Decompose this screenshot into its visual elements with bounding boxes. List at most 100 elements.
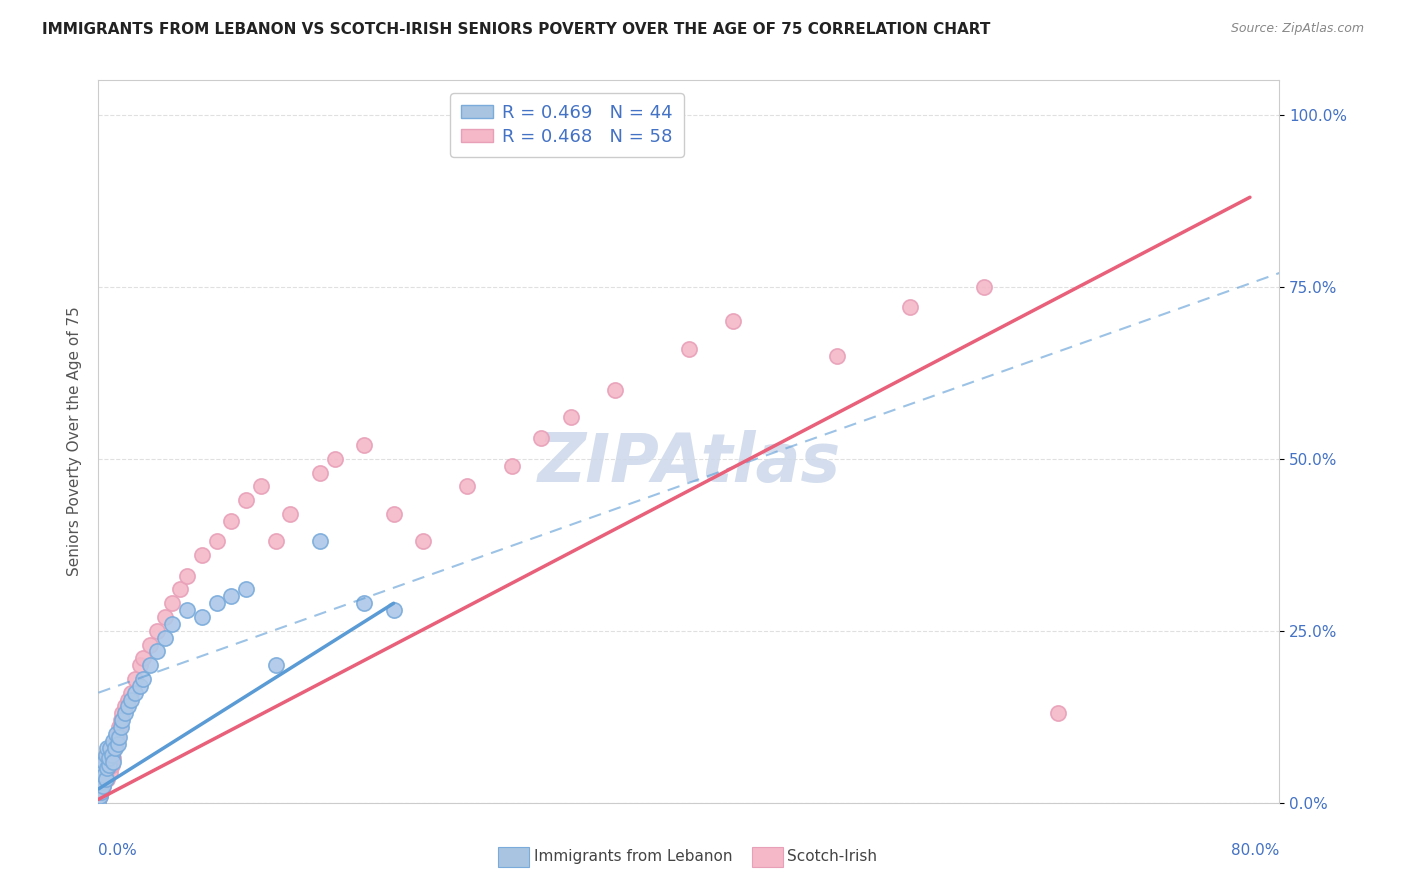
Point (825, 349, 848, 363)
Point (221, 514, 243, 528)
Point (94, 755, 117, 769)
Point (93, 775, 115, 789)
Text: IMMIGRANTS FROM LEBANON VS SCOTCH-IRISH SENIORS POVERTY OVER THE AGE OF 75 CORRE: IMMIGRANTS FROM LEBANON VS SCOTCH-IRISH … (42, 22, 991, 37)
Text: 0.0%: 0.0% (98, 843, 138, 857)
Point (97, 758, 120, 772)
Point (139, 658, 162, 673)
Point (96, 761, 118, 775)
Point (132, 672, 155, 686)
Point (110, 713, 132, 727)
Point (124, 686, 146, 700)
Point (110, 720, 132, 734)
Point (107, 727, 129, 741)
Point (678, 342, 700, 356)
Point (98, 764, 121, 779)
Point (94, 772, 117, 786)
Legend: R = 0.469   N = 44, R = 0.468   N = 58: R = 0.469 N = 44, R = 0.468 N = 58 (450, 93, 683, 157)
Point (128, 679, 150, 693)
Point (169, 582, 191, 597)
Point (108, 720, 131, 734)
Point (104, 740, 127, 755)
Point (96, 772, 118, 786)
Point (176, 603, 198, 617)
Point (105, 727, 128, 741)
Point (103, 744, 125, 758)
Point (382, 603, 405, 617)
Point (162, 596, 183, 610)
Point (309, 466, 332, 480)
Point (91, 779, 114, 793)
Point (264, 658, 287, 673)
Point (723, 314, 745, 328)
Point (89, 782, 111, 797)
Point (98, 740, 121, 755)
Point (353, 438, 375, 452)
Point (93, 755, 115, 769)
Point (93, 768, 115, 782)
Point (412, 534, 434, 549)
Point (973, 279, 995, 293)
Point (100, 747, 122, 762)
Point (111, 706, 134, 721)
Point (900, 301, 922, 315)
Point (89, 789, 111, 803)
Point (90, 782, 112, 797)
Point (132, 651, 155, 665)
Point (457, 479, 479, 493)
Text: Source: ZipAtlas.com: Source: ZipAtlas.com (1230, 22, 1364, 36)
Point (250, 479, 273, 493)
Point (280, 507, 302, 521)
Point (89, 789, 111, 803)
Point (309, 534, 332, 549)
Point (98, 740, 121, 755)
Point (103, 755, 125, 769)
Point (103, 734, 125, 748)
Point (91, 779, 114, 793)
Point (87, 796, 110, 810)
Point (114, 706, 136, 721)
Point (97, 761, 120, 775)
Point (117, 699, 139, 714)
Point (449, 125, 471, 139)
Point (205, 534, 228, 549)
Point (191, 548, 214, 562)
Point (176, 568, 198, 582)
Point (114, 699, 136, 714)
Point (124, 672, 146, 686)
Point (91, 761, 114, 775)
Point (107, 737, 129, 751)
Point (128, 658, 150, 673)
Point (205, 596, 228, 610)
Text: Scotch-Irish: Scotch-Irish (787, 849, 877, 863)
Point (221, 590, 243, 604)
Point (108, 731, 131, 745)
Point (153, 610, 176, 624)
Point (353, 596, 375, 610)
Point (87, 796, 110, 810)
Point (546, 125, 568, 139)
Point (501, 458, 523, 473)
Point (96, 747, 118, 762)
Y-axis label: Seniors Poverty Over the Age of 75: Seniors Poverty Over the Age of 75 (66, 307, 82, 576)
Point (97, 751, 120, 765)
Point (90, 785, 112, 799)
Point (103, 751, 125, 765)
Point (162, 616, 183, 631)
Point (605, 383, 627, 397)
Point (560, 410, 582, 425)
Point (323, 451, 346, 466)
Point (146, 624, 169, 638)
Text: ZIPAtlas: ZIPAtlas (537, 430, 841, 496)
Point (153, 631, 176, 645)
Point (96, 740, 118, 755)
Point (191, 610, 214, 624)
Point (264, 534, 287, 549)
Point (94, 747, 117, 762)
Point (494, 125, 516, 139)
Point (100, 758, 122, 772)
Point (382, 507, 405, 521)
Point (117, 692, 139, 706)
Point (1046, 706, 1070, 721)
Point (139, 638, 162, 652)
Point (105, 734, 128, 748)
